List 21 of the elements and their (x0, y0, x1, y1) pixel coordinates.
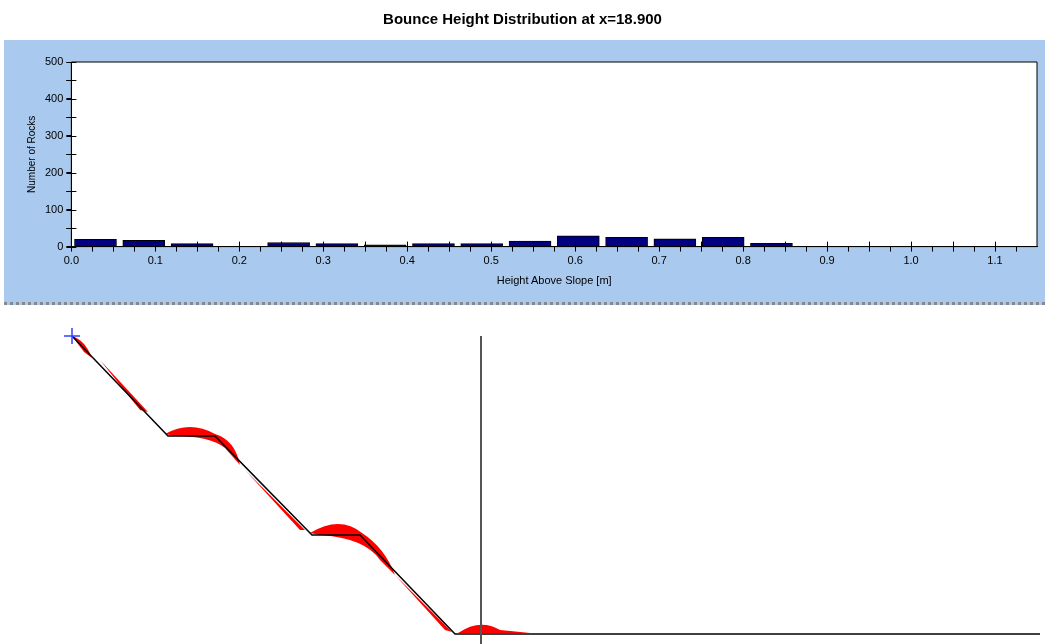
x-tick-label: 0.1 (147, 254, 163, 267)
x-tick-label: 0.9 (819, 254, 835, 267)
x-axis-title: Height Above Slope [m] (496, 274, 612, 287)
y-tick-label: 0 (57, 239, 64, 252)
x-tick-label: 0.2 (231, 254, 247, 267)
y-axis-title: Number of Rocks (25, 115, 37, 193)
x-tick-label: 0.0 (63, 254, 79, 267)
x-tick-label: 0.5 (483, 254, 499, 267)
x-tick-label: 1.1 (987, 254, 1003, 267)
y-tick-label: 200 (44, 165, 64, 178)
y-tick-label: 100 (44, 202, 64, 215)
y-tick-label: 400 (44, 91, 64, 104)
x-tick-label: 0.8 (735, 254, 751, 267)
chart-title: Bounce Height Distribution at x=18.900 (382, 10, 663, 27)
x-tick-label: 0.4 (399, 254, 415, 267)
x-tick-label: 1.0 (903, 254, 919, 267)
x-tick-label: 0.3 (315, 254, 331, 267)
x-tick-label: 0.6 (567, 254, 583, 267)
x-tick-label: 0.7 (651, 254, 667, 267)
y-tick-label: 300 (44, 128, 64, 141)
y-tick-label: 500 (44, 55, 64, 68)
